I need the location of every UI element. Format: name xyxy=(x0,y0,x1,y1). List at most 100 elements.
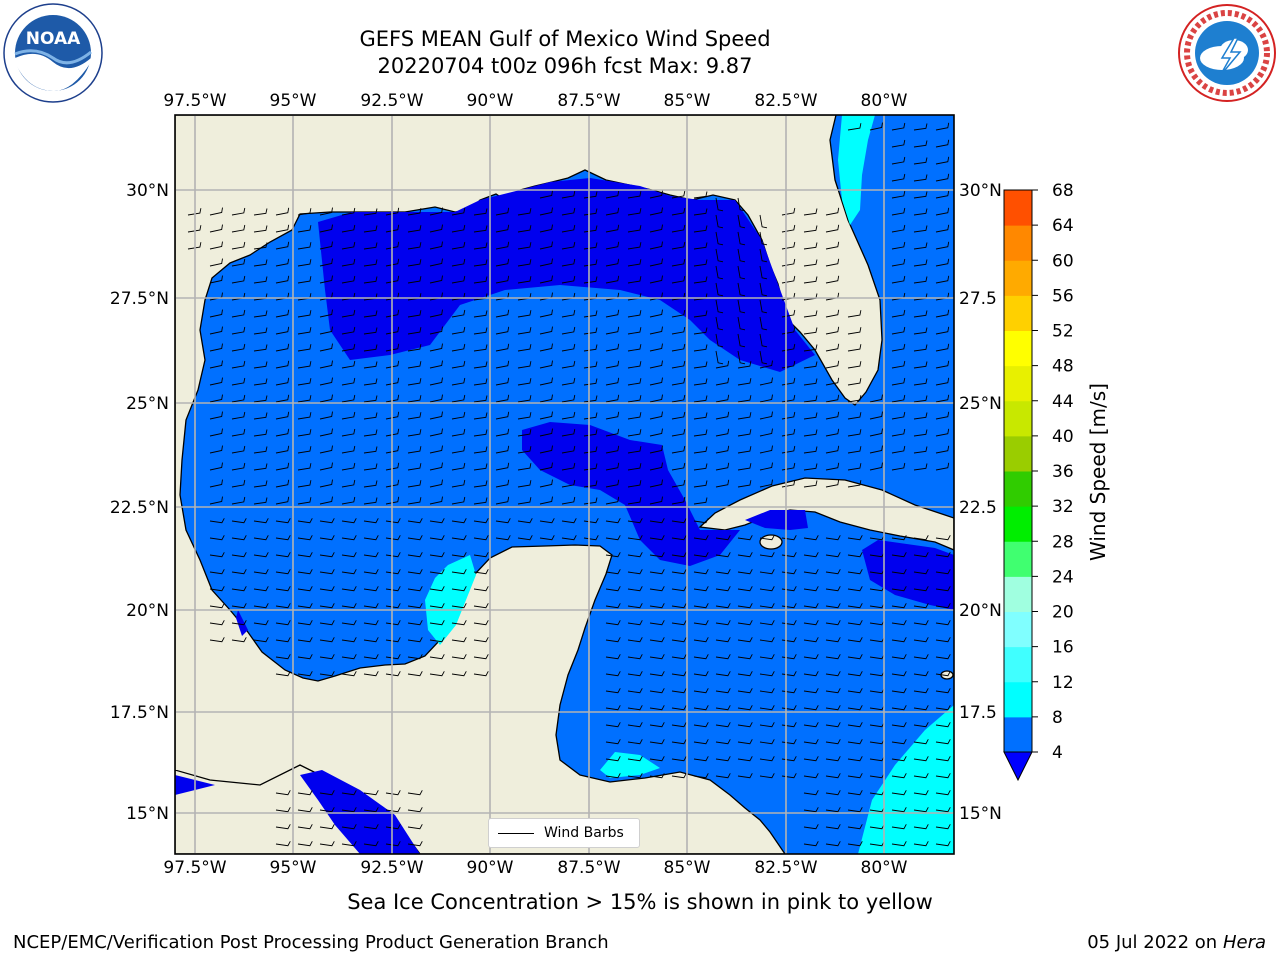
wind-barb xyxy=(605,654,621,660)
wind-barb xyxy=(473,242,488,250)
wind-barb xyxy=(869,394,883,403)
wind-barb xyxy=(583,412,598,420)
wind-barb xyxy=(803,463,818,471)
wind-barb xyxy=(297,790,313,796)
wind-barb xyxy=(891,637,907,643)
wind-barb xyxy=(231,343,246,352)
wind-barb xyxy=(209,603,225,609)
wind-barb xyxy=(253,446,268,454)
wind-barb xyxy=(605,360,620,369)
wind-barb xyxy=(891,445,906,454)
wind-barb xyxy=(407,259,422,267)
wind-barb xyxy=(341,518,357,524)
wind-barb xyxy=(847,310,862,318)
wind-barb xyxy=(891,309,906,318)
wind-barb xyxy=(407,497,422,505)
wind-barb xyxy=(407,378,422,386)
wind-barb xyxy=(737,756,753,762)
wind-barb xyxy=(737,231,746,246)
colorbar-tick-label: 68 xyxy=(1052,181,1074,201)
wind-barb xyxy=(517,378,532,386)
wind-barb xyxy=(605,326,620,335)
wind-barb xyxy=(429,671,445,677)
wind-barb xyxy=(517,310,532,318)
wind-barb xyxy=(429,654,445,660)
wind-barb xyxy=(825,688,841,694)
wind-barb xyxy=(891,258,906,267)
wind-barb xyxy=(473,463,488,471)
wind-barb xyxy=(385,377,400,386)
wind-barb xyxy=(825,411,840,420)
wind-barb xyxy=(737,463,752,471)
wind-barb xyxy=(275,824,291,830)
wind-barb xyxy=(891,620,907,626)
wind-barb xyxy=(649,586,665,592)
colorbar-tick-label: 4 xyxy=(1052,743,1063,763)
wind-barb xyxy=(429,479,443,488)
wind-barb xyxy=(429,207,443,216)
wind-barb xyxy=(825,224,840,233)
wind-barb xyxy=(935,620,951,626)
wind-barb xyxy=(561,411,576,420)
wind-barb xyxy=(341,326,356,335)
colorbar-tick-label: 24 xyxy=(1052,567,1074,587)
wind-barb xyxy=(561,224,576,233)
wind-barb xyxy=(935,241,950,250)
wind-barb xyxy=(275,462,290,471)
wind-region-pacific xyxy=(300,770,420,854)
wind-barb xyxy=(583,191,598,199)
wind-barb xyxy=(715,265,724,280)
wind-barb xyxy=(495,496,510,505)
wind-barb xyxy=(385,603,401,609)
wind-barb xyxy=(825,637,841,643)
wind-barb xyxy=(473,446,488,454)
wind-barb xyxy=(561,479,576,488)
wind-barb xyxy=(891,224,906,233)
wind-barb xyxy=(759,773,775,779)
wind-barb xyxy=(627,773,643,779)
wind-barb xyxy=(407,327,422,335)
wind-barb xyxy=(671,756,687,762)
wind-barb xyxy=(891,190,906,199)
wind-barb xyxy=(275,309,290,318)
wind-barb xyxy=(715,705,731,711)
wind-barb xyxy=(473,586,489,592)
wind-barb xyxy=(825,360,840,369)
wind-barb xyxy=(451,496,466,505)
wind-barb xyxy=(671,722,687,728)
date-line: 05 Jul 2022 on Hera xyxy=(1087,932,1266,953)
wind-barb xyxy=(385,462,400,471)
wind-barb xyxy=(429,569,445,575)
wind-region-honduras-coast xyxy=(600,752,660,778)
wind-barb xyxy=(649,326,663,335)
wind-barb xyxy=(275,360,290,369)
land-isla-juventud xyxy=(759,534,783,550)
wind-barb xyxy=(803,688,819,694)
wind-barb xyxy=(385,535,401,541)
wind-barb xyxy=(891,841,907,847)
wind-barb xyxy=(253,327,268,335)
wind-barb xyxy=(209,275,223,284)
lon-tick: 95°W xyxy=(270,91,317,111)
wind-barb xyxy=(209,394,223,403)
wind-barb xyxy=(451,479,466,488)
wind-barb xyxy=(825,739,841,745)
noaa-logo-icon: NOAA xyxy=(3,3,103,103)
wind-barb xyxy=(363,310,378,318)
wind-barb xyxy=(341,637,357,643)
wind-barb xyxy=(473,637,489,643)
wind-barb xyxy=(275,275,290,284)
wind-barb xyxy=(253,480,268,488)
wind-barb xyxy=(451,445,466,454)
wind-barb xyxy=(495,479,510,488)
lon-tick: 80°W xyxy=(861,858,908,878)
wind-barb xyxy=(825,552,841,558)
wind-barb xyxy=(847,603,863,609)
wind-barb xyxy=(363,276,378,284)
wind-barb xyxy=(605,258,620,267)
wind-barb xyxy=(561,394,576,403)
wind-barb xyxy=(473,412,488,420)
wind-barb xyxy=(693,395,708,403)
wind-barb xyxy=(913,688,929,694)
wind-region-campeche-edge xyxy=(236,610,248,636)
